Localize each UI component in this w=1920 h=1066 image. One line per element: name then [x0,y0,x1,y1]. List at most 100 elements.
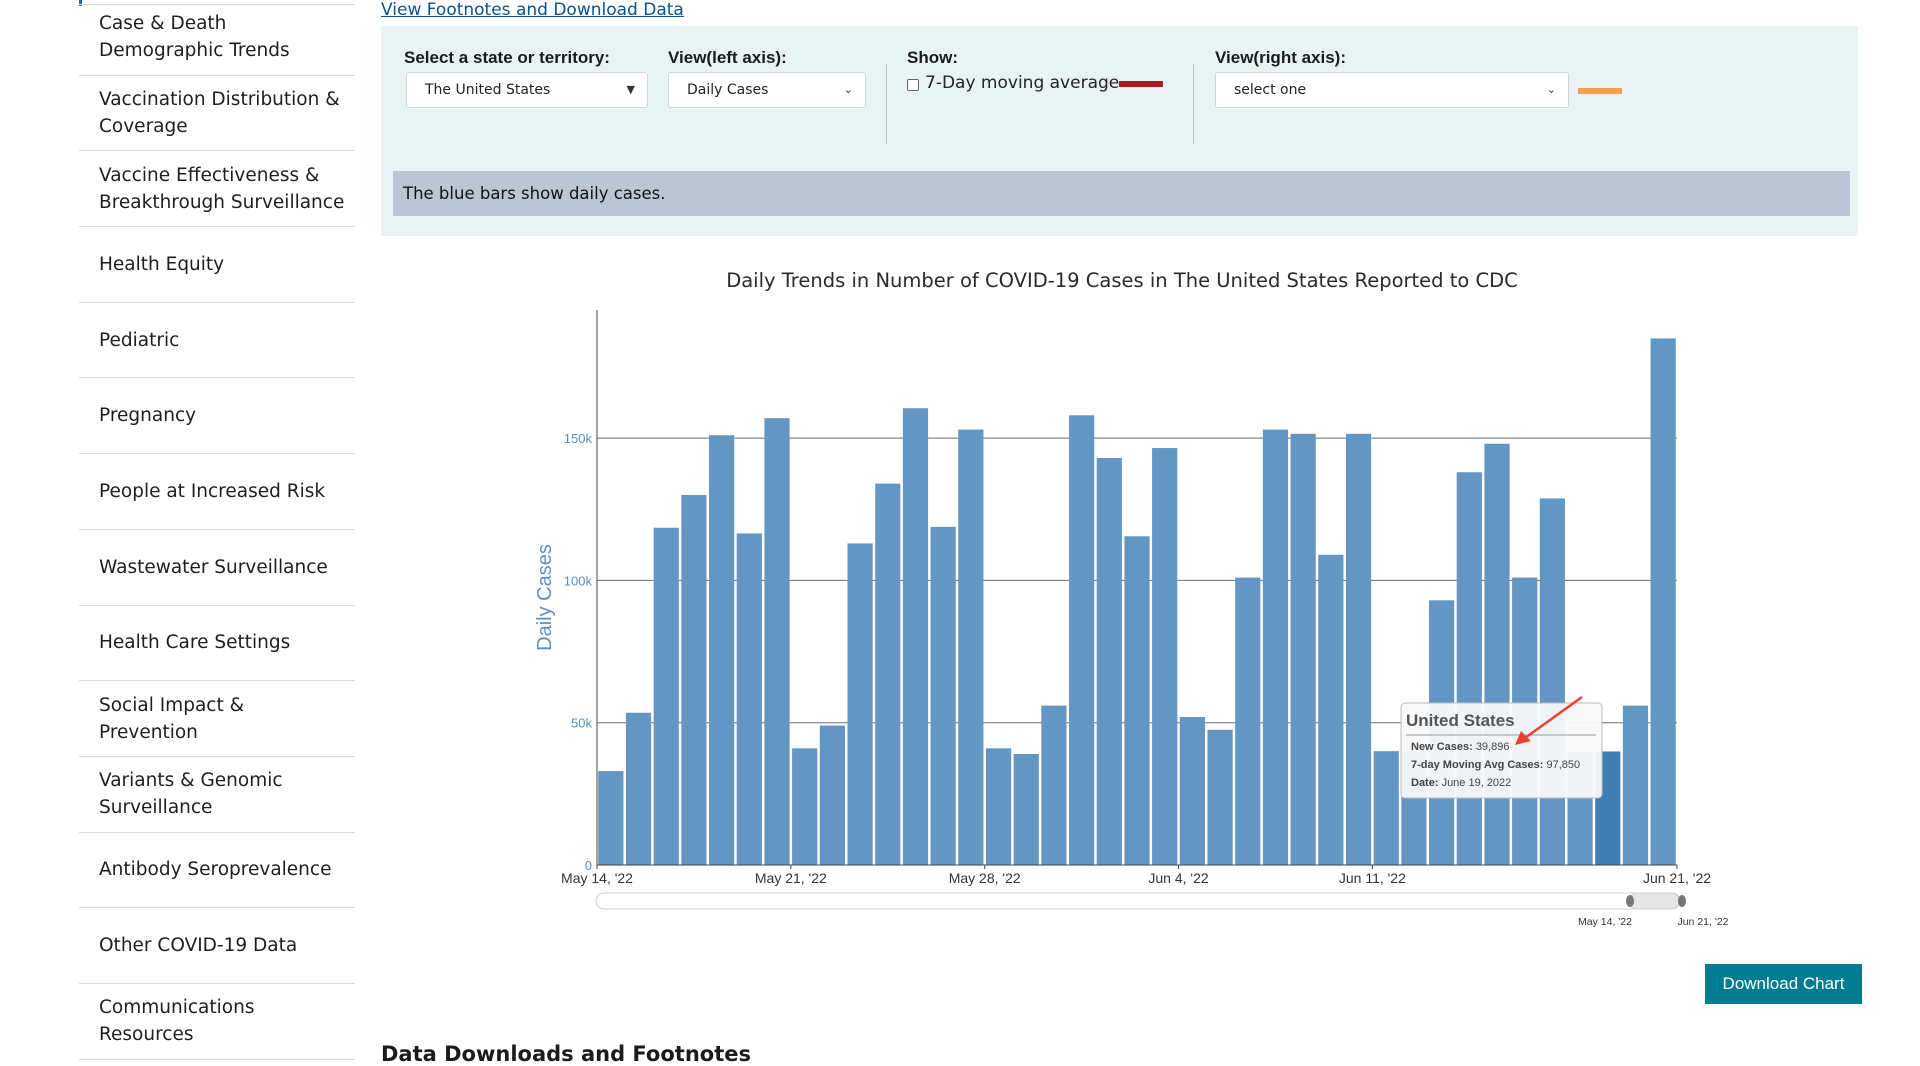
annotation-arrow [1524,695,1583,740]
sidebar-nav: Case & Death Demographic Trends Vaccinati… [79,0,355,1060]
bar [1650,338,1676,865]
bar [625,712,652,865]
left-axis-select[interactable]: Daily Cases ⌄ [668,72,866,108]
bar [764,418,790,865]
bar [1373,751,1399,865]
sidebar-item-label: Vaccine Effectiveness & Breakthrough Sur… [99,164,345,213]
tooltip-box [1400,702,1603,799]
sidebar-list: Case & Death Demographic Trends Vaccinati… [79,0,355,1060]
bar [1539,498,1565,865]
sidebar-item[interactable]: Antibody Seroprevalence [79,833,355,909]
sidebar-item[interactable]: Pregnancy [79,378,355,455]
active-indicator [79,0,82,6]
sidebar-item-label: Antibody Seroprevalence [99,859,332,881]
sidebar-item[interactable]: Case & Death Demographic Trends [79,0,355,76]
range-slider-end-label: Jun 21, '22 [1677,916,1728,928]
sidebar-item-label: Vaccination Distribution & Coverage [99,89,340,138]
sidebar-item[interactable]: Vaccine Effectiveness & Breakthrough Sur… [79,151,355,228]
tooltip-row: New Cases: 39,896 [1411,741,1509,753]
right-axis-label: View(right axis): [1215,48,1346,67]
bar [1235,577,1261,865]
x-tick-label: May 28, '22 [949,870,1021,886]
moving-average-label: 7-Day moving average [925,73,1120,93]
bar [875,483,901,865]
show-label: Show: [907,48,958,67]
bar [958,429,984,865]
download-chart-button[interactable]: Download Chart [1705,964,1862,1004]
x-tick-label: Jun 21, '22 [1643,870,1711,886]
bar [1345,433,1372,865]
tooltip-title: United States [1406,711,1515,730]
chevron-down-icon: ⌄ [1546,83,1556,96]
sidebar-item[interactable]: Health Equity [79,227,355,303]
bar [1262,429,1289,865]
sidebar-item[interactable]: Communications Resources [79,984,355,1060]
view-footnotes-link[interactable]: View Footnotes and Download Data [381,0,684,20]
sidebar-item-label: People at Increased Risk [99,480,326,502]
bar [598,771,624,865]
sidebar-item[interactable]: Vaccination Distribution & Coverage [79,76,355,152]
state-select-value: The United States [425,82,551,98]
bar [736,533,762,865]
moving-average-checkbox[interactable] [907,79,919,91]
sidebar-item[interactable]: Variants & Genomic Surveillance [79,757,355,833]
state-select[interactable]: The United States ▼ [406,72,648,108]
bar [1456,472,1482,865]
sidebar-item-label: Health Care Settings [99,632,291,654]
right-axis-legend-swatch [1578,88,1622,94]
x-tick-label: Jun 4, '22 [1148,870,1208,886]
sidebar-item[interactable]: People at Increased Risk [79,454,355,530]
state-select-label: Select a state or territory: [404,48,610,67]
sidebar-item-label: Social Impact & Prevention [99,694,245,743]
sidebar-item-label: Communications Resources [99,997,255,1046]
bar [985,748,1012,865]
bar [847,543,873,865]
bar [1013,754,1039,865]
sidebar-item-label: Variants & Genomic Surveillance [99,770,283,819]
bar [1622,705,1649,865]
bar [1179,717,1205,865]
divider [886,64,887,144]
annotation-arrow-head [1515,731,1531,745]
left-axis-value: Daily Cases [687,82,769,98]
bar [681,495,707,865]
sidebar-item[interactable]: Wastewater Surveillance [79,530,355,606]
y-tick-label: 100k [564,573,593,588]
x-tick-label: Jun 11, '22 [1339,870,1406,886]
sidebar-item[interactable]: Other COVID-19 Data [79,908,355,984]
y-tick-label: 150k [564,431,593,446]
right-axis-value: select one [1234,82,1307,98]
sidebar-item-label: Pediatric [99,329,180,351]
section-heading: Data Downloads and Footnotes [381,1042,751,1066]
sidebar-top-border [79,4,355,5]
moving-average-legend-swatch [1119,81,1163,87]
bar [709,435,735,865]
sidebar-item-label: Pregnancy [99,405,197,427]
bar [792,748,818,865]
bar [1124,536,1150,865]
chevron-down-icon: ⌄ [843,83,853,96]
range-slider-handle-right [1678,895,1686,907]
sidebar-item[interactable]: Pediatric [79,303,355,379]
right-axis-select[interactable]: select one ⌄ [1215,72,1569,108]
bar [902,408,929,865]
x-tick-label: May 14, '22 [561,870,633,886]
sidebar-item-label: Health Equity [99,253,225,275]
bar [1318,554,1344,865]
y-axis-title: Daily Cases [534,544,556,651]
chevron-down-icon: ▼ [626,83,635,96]
bar [930,526,956,865]
bar [1152,448,1178,865]
sidebar-item[interactable]: Social Impact & Prevention [79,681,355,757]
bar [1484,443,1510,865]
x-tick-label: May 21, '22 [755,870,827,886]
bar [653,527,679,865]
tooltip-row: 7-day Moving Avg Cases: 97,850 [1411,759,1580,771]
sidebar-item-label: Case & Death Demographic Trends [99,13,290,62]
sidebar-item[interactable]: Health Care Settings [79,606,355,682]
sidebar-item-label: Wastewater Surveillance [99,556,328,578]
bar [1041,705,1067,865]
bar [819,725,845,865]
bar [1290,433,1316,865]
